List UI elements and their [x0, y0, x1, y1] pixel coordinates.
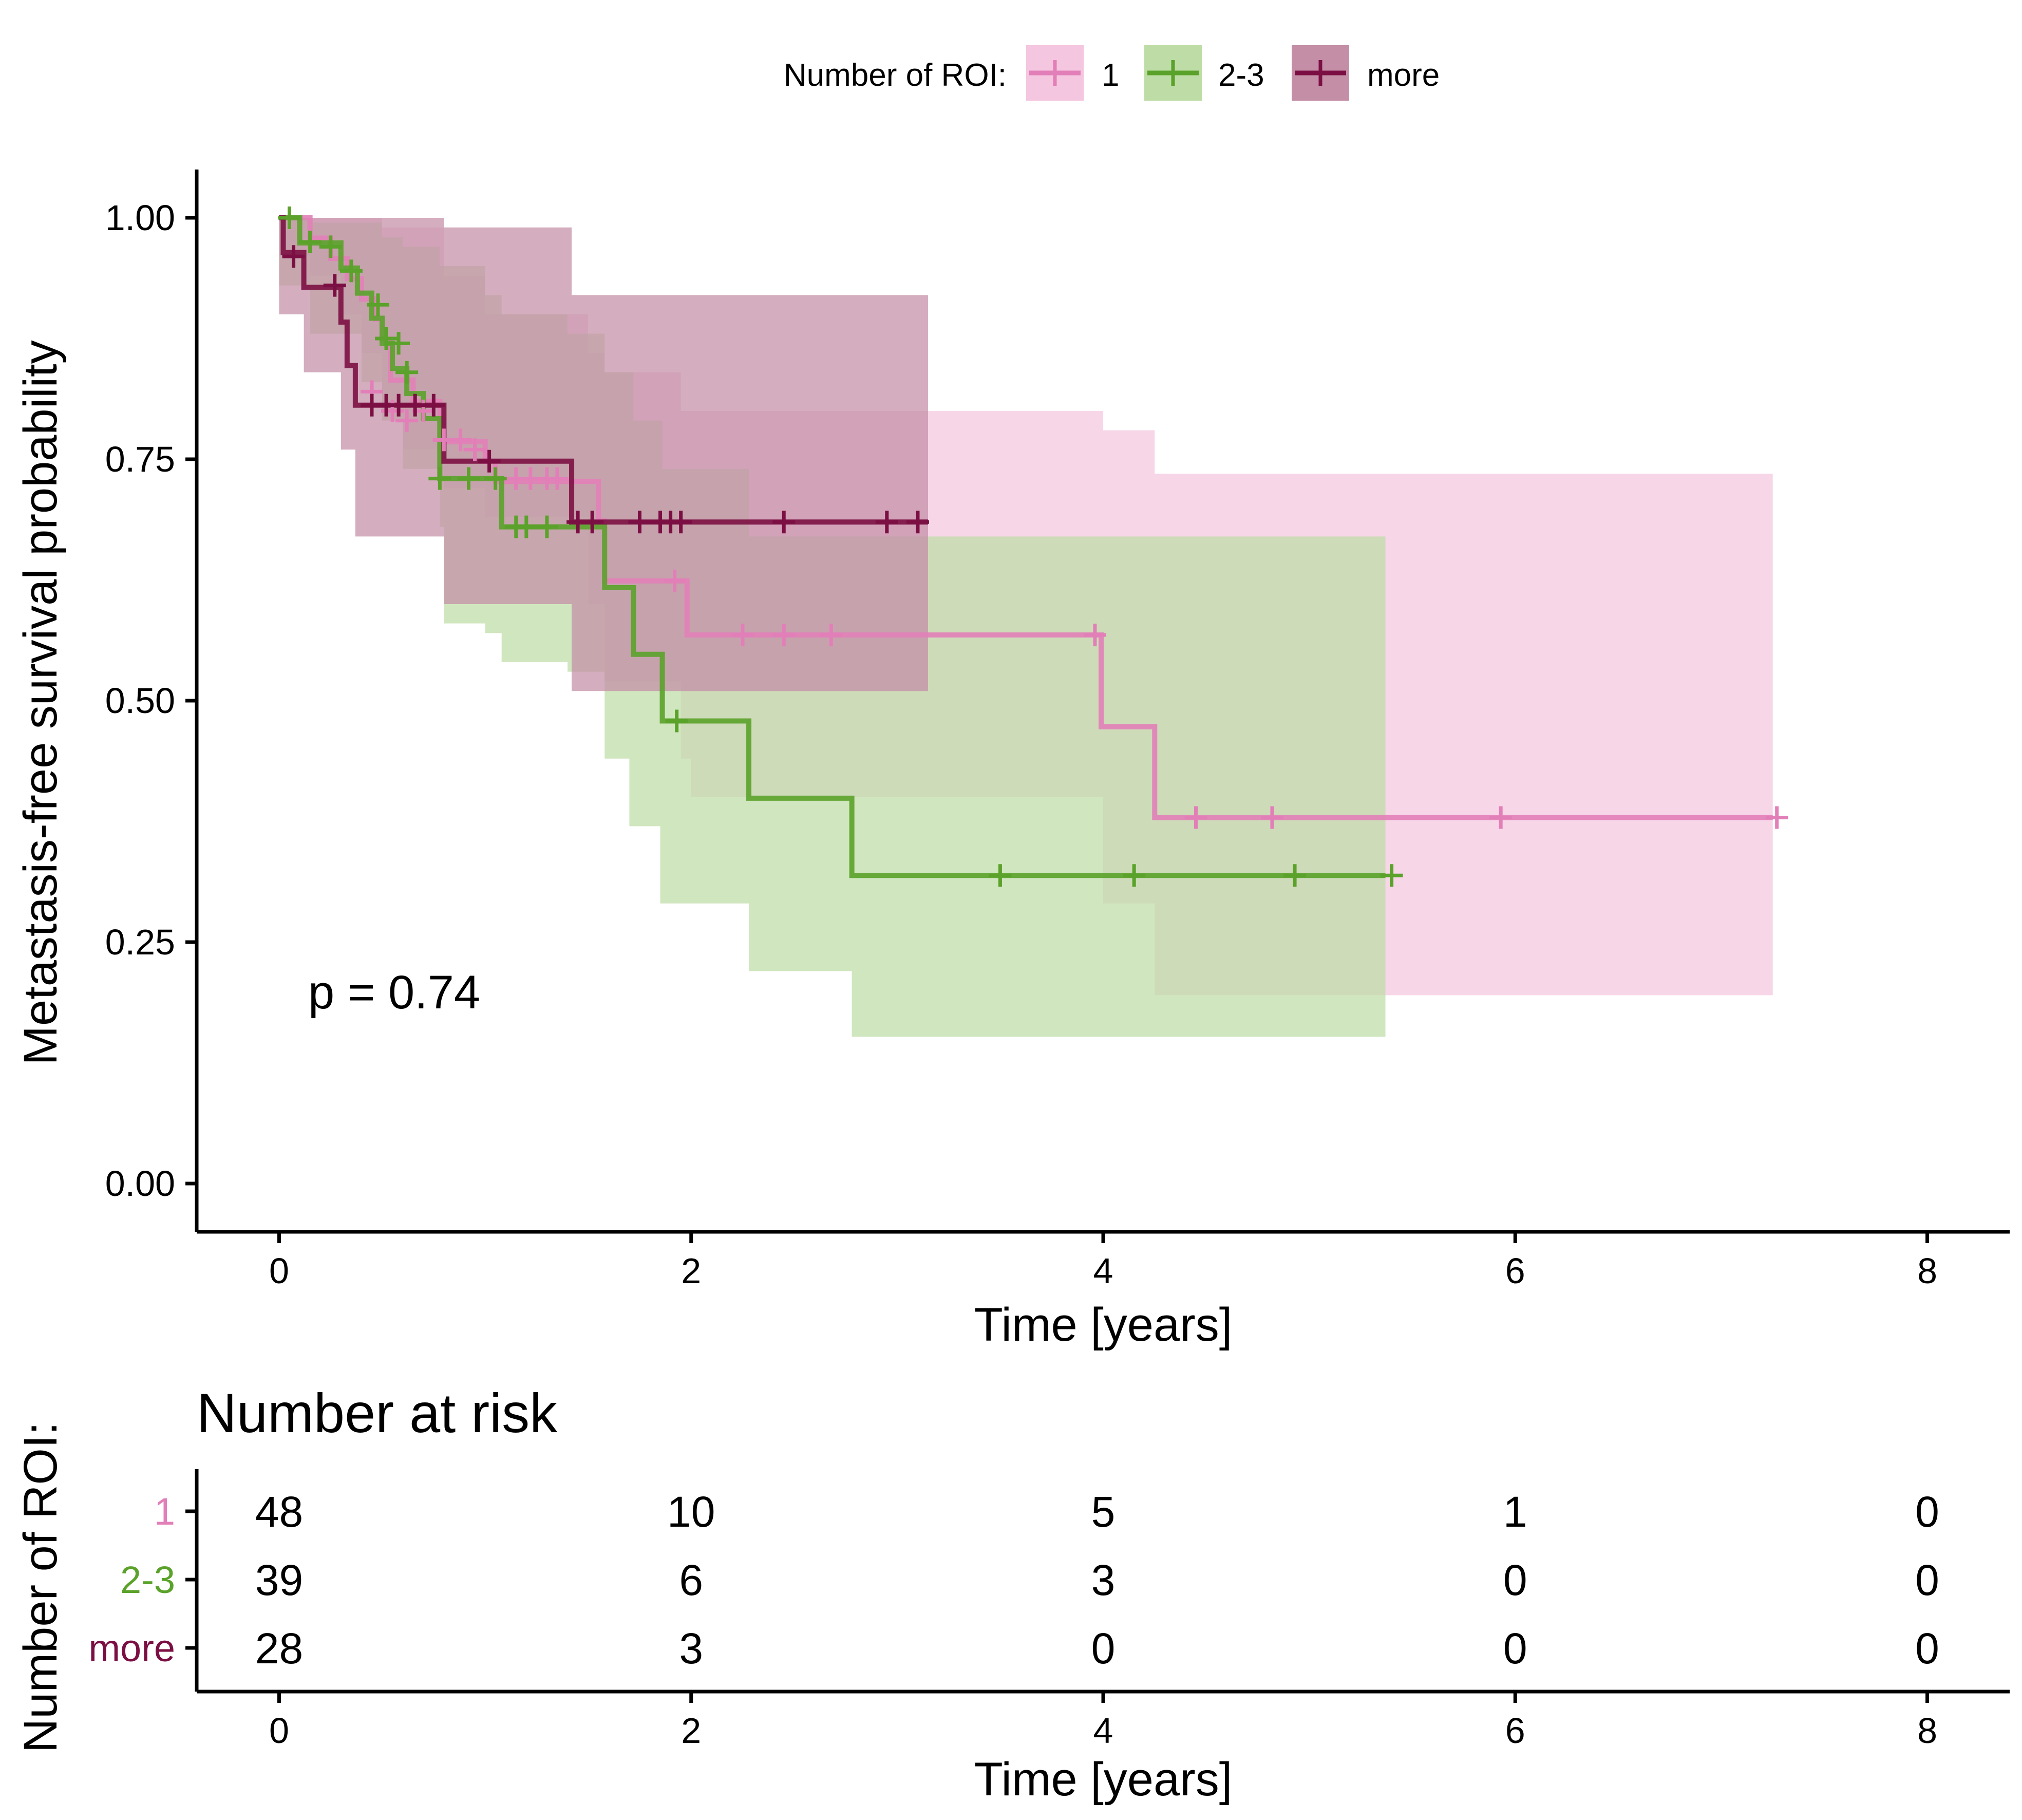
- risk-row-label-more: more: [88, 1627, 175, 1669]
- x-tick-label: 4: [1093, 1251, 1113, 1291]
- risk-count: 0: [1503, 1624, 1527, 1673]
- censor-mark-1: [1083, 624, 1106, 647]
- censor-mark-1: [731, 624, 754, 647]
- p-value-annotation: p = 0.74: [308, 966, 480, 1019]
- censor-mark-more: [875, 511, 898, 534]
- censor-mark-2-3: [515, 515, 538, 538]
- risk-count: 0: [1915, 1556, 1939, 1604]
- censor-mark-2-3: [1123, 864, 1146, 887]
- censor-mark-more: [669, 511, 692, 534]
- risk-count: 3: [679, 1624, 703, 1673]
- censor-mark-1: [1489, 806, 1513, 829]
- censor-mark-2-3: [989, 864, 1012, 887]
- risk-table-x-ticks: 0 2 4 6 8: [269, 1692, 1937, 1751]
- censor-mark-2-3: [395, 361, 419, 384]
- censor-mark-2-3: [428, 467, 451, 490]
- x-tick-label: 2: [681, 1251, 701, 1291]
- censor-mark-1: [545, 467, 569, 490]
- censor-mark-2-3: [375, 327, 398, 350]
- censor-mark-2-3: [665, 709, 688, 733]
- risk-x-tick-label: 6: [1505, 1711, 1525, 1751]
- risk-row-label-1: 1: [154, 1490, 175, 1533]
- risk-count: 0: [1503, 1556, 1527, 1604]
- risk-count: 39: [255, 1556, 303, 1604]
- x-tick-label: 0: [269, 1251, 289, 1291]
- censor-mark-2-3: [387, 332, 410, 355]
- censor-mark-1: [463, 438, 486, 461]
- censor-mark-more: [581, 511, 604, 534]
- risk-table: Number at risk Number of ROI: 1 48 10 5 1 02-…: [14, 1382, 2010, 1806]
- risk-x-tick-label: 2: [681, 1711, 701, 1751]
- risk-count: 10: [667, 1488, 715, 1536]
- risk-count: 0: [1091, 1624, 1116, 1673]
- legend-label-more: more: [1367, 58, 1440, 93]
- censor-mark-1: [772, 624, 796, 647]
- censor-mark-1: [663, 569, 686, 592]
- risk-table-y-label: Number of ROI:: [14, 1422, 67, 1753]
- risk-count: 0: [1915, 1624, 1939, 1673]
- censor-mark-1: [820, 624, 843, 647]
- censor-mark-2-3: [298, 231, 322, 253]
- ci-band-more: [279, 218, 929, 691]
- censor-mark-2-3: [535, 515, 558, 538]
- censor-mark-more: [323, 274, 346, 297]
- y-tick-label: 0.25: [105, 922, 175, 962]
- censor-mark-2-3: [457, 467, 480, 490]
- censor-mark-more: [906, 511, 929, 534]
- censor-mark-more: [772, 511, 796, 534]
- censor-mark-1: [395, 409, 419, 432]
- legend-label-2-3: 2-3: [1218, 58, 1264, 93]
- risk-x-tick-label: 4: [1093, 1711, 1113, 1751]
- censor-mark-2-3: [367, 293, 389, 316]
- censor-marks: [278, 207, 1788, 887]
- risk-table-title: Number at risk: [197, 1382, 558, 1444]
- x-tick-label: 8: [1917, 1251, 1937, 1291]
- risk-count: 1: [1503, 1488, 1527, 1536]
- censor-mark-2-3: [1380, 864, 1403, 887]
- risk-count: 3: [1091, 1556, 1116, 1604]
- censor-mark-2-3: [1283, 864, 1307, 887]
- y-tick-label: 0.50: [105, 681, 175, 721]
- censor-mark-1: [449, 428, 472, 452]
- x-axis-label: Time [years]: [974, 1299, 1233, 1351]
- risk-table-x-axis-label: Time [years]: [974, 1753, 1233, 1806]
- legend-title: Number of ROI:: [784, 58, 1007, 93]
- risk-count: 5: [1091, 1488, 1116, 1536]
- censor-mark-2-3: [319, 235, 342, 258]
- censor-mark-2-3: [278, 207, 301, 229]
- risk-count: 6: [679, 1556, 703, 1604]
- legend: Number of ROI: 1 2-3 more: [784, 45, 1440, 101]
- y-tick-label: 0.75: [105, 439, 175, 479]
- censor-mark-more: [282, 245, 305, 268]
- risk-count: 0: [1915, 1488, 1939, 1536]
- x-axis: 0 2 4 6 8 Time [years]: [197, 1230, 2010, 1351]
- censor-mark-1: [1260, 806, 1283, 829]
- y-axis-label: Metastasis-free survival probability: [14, 340, 67, 1065]
- risk-count: 48: [255, 1488, 303, 1536]
- risk-row-label-2-3: 2-3: [120, 1559, 175, 1601]
- legend-label-1: 1: [1102, 58, 1119, 93]
- y-tick-label: 1.00: [105, 198, 175, 238]
- x-tick-label: 6: [1505, 1251, 1525, 1291]
- risk-x-tick-label: 0: [269, 1711, 289, 1751]
- plot-area: [278, 207, 1788, 1037]
- risk-x-tick-label: 8: [1917, 1711, 1937, 1751]
- survival-curve-2-3: [279, 215, 1386, 878]
- censor-mark-more: [422, 393, 445, 417]
- censor-mark-2-3: [339, 259, 363, 283]
- y-ticks: 0.00 0.25 0.50 0.75 1.00: [105, 198, 197, 1204]
- y-axis: 0.00 0.25 0.50 0.75 1.00 Metastasis-free sur…: [14, 170, 199, 1232]
- censor-mark-more: [628, 511, 651, 534]
- x-ticks: 0 2 4 6 8: [269, 1232, 1937, 1291]
- risk-count: 28: [255, 1624, 303, 1673]
- y-tick-label: 0.00: [105, 1164, 175, 1204]
- censor-mark-2-3: [484, 467, 507, 490]
- censor-mark-more: [478, 449, 501, 473]
- censor-mark-1: [1765, 806, 1788, 829]
- censor-mark-1: [1184, 806, 1207, 829]
- confidence-bands: [279, 218, 1773, 1037]
